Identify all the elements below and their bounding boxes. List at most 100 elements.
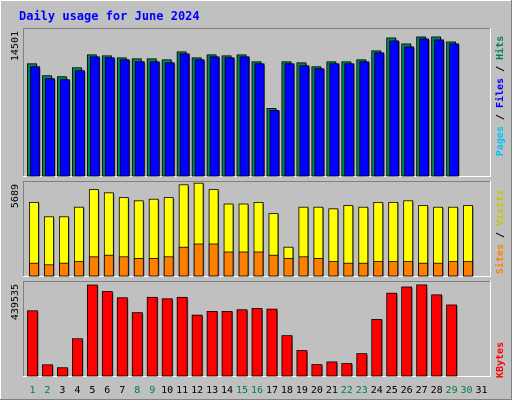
sites-bar xyxy=(358,262,369,277)
kbytes-bar xyxy=(431,294,443,377)
files-bar xyxy=(179,53,190,177)
sites-bar xyxy=(403,261,414,277)
kbytes-bar xyxy=(386,292,398,377)
sites-bar xyxy=(418,262,429,277)
files-bar xyxy=(194,59,205,177)
sites-bar xyxy=(59,262,69,277)
sites-bar xyxy=(448,261,458,277)
kbytes-bar xyxy=(326,361,338,377)
side-label-visits-sites: Sites / Visits xyxy=(494,190,506,274)
side-label-separator: / xyxy=(495,226,506,244)
kbytes-bar xyxy=(101,291,113,377)
sites-bar xyxy=(298,256,309,277)
sites-bar xyxy=(208,243,219,277)
x-tick-label: 11 xyxy=(176,385,188,396)
kbytes-bar xyxy=(131,312,143,377)
x-tick-label: 30 xyxy=(461,385,473,396)
kbytes-bar xyxy=(116,297,128,377)
files-bar xyxy=(164,62,175,177)
kbytes-bar xyxy=(356,353,368,377)
kbytes-bar xyxy=(221,311,233,377)
x-tick-label: 29 xyxy=(446,385,458,396)
side-label-separator: / xyxy=(495,60,506,78)
x-tick-label: 14 xyxy=(221,385,233,396)
x-tick-label: 4 xyxy=(74,385,80,396)
x-tick-label: 1 xyxy=(29,385,35,396)
kbytes-bar xyxy=(251,308,263,377)
side-label-kbytes: KBytes xyxy=(495,342,506,378)
x-tick-label: 25 xyxy=(386,385,398,396)
side-label-hits-files-pages: Pages / Files / Hits xyxy=(494,36,506,156)
x-tick-label: 12 xyxy=(191,385,203,396)
files-bar xyxy=(149,61,160,177)
kbytes-bar xyxy=(71,338,83,377)
x-axis-labels: 1 2 3 4 5 6 7 8 9 10 11 12 13 14 15 16 17 18 19 20 21 22 23 24 2… xyxy=(29,385,487,396)
visits-sites-panel: 5689 xyxy=(10,181,491,277)
files-bar xyxy=(89,56,100,177)
sites-bar xyxy=(103,254,114,277)
x-tick-label: 8 xyxy=(134,385,140,396)
side-label-pages: Pages xyxy=(495,126,506,156)
sites-bar xyxy=(178,246,189,277)
files-bar xyxy=(404,46,415,177)
kbytes-bar xyxy=(311,364,323,377)
x-tick-label: 17 xyxy=(266,385,278,396)
chart-title: Daily usage for June 2024 xyxy=(19,9,200,23)
files-bar xyxy=(104,57,115,177)
kbytes-bar xyxy=(161,298,173,377)
side-label-files: Files xyxy=(494,78,506,108)
side-label-sites: Sites xyxy=(494,244,506,274)
files-bar xyxy=(329,63,340,177)
sites-bar xyxy=(193,243,204,277)
x-tick-label: 31 xyxy=(475,385,487,396)
kbytes-bar xyxy=(341,363,353,377)
x-tick-label: 26 xyxy=(401,385,413,396)
x-tick-label: 15 xyxy=(236,385,248,396)
kbytes-bar xyxy=(42,364,53,377)
files-bar xyxy=(74,70,85,177)
files-bar xyxy=(239,56,250,177)
kbytes-bar xyxy=(27,310,38,377)
x-tick-label: 23 xyxy=(356,385,368,396)
kbytes-bar xyxy=(146,296,158,377)
x-tick-label: 3 xyxy=(59,385,65,396)
sites-bar xyxy=(133,258,144,277)
sites-bar xyxy=(118,256,129,277)
kbytes-bar xyxy=(371,319,383,377)
x-tick-label: 24 xyxy=(371,385,383,396)
x-tick-label: 16 xyxy=(251,385,263,396)
kbytes-bar xyxy=(206,311,218,377)
files-bar xyxy=(419,38,430,177)
side-label-visits: Visits xyxy=(494,190,506,226)
kbytes-bar xyxy=(401,286,413,377)
kbytes-bar xyxy=(236,309,248,377)
sites-bar xyxy=(163,256,174,277)
kbytes-bar xyxy=(266,308,278,377)
files-bar xyxy=(344,63,355,177)
files-bar xyxy=(284,63,295,177)
sites-bar xyxy=(73,261,84,277)
files-bar xyxy=(374,52,385,177)
sites-bar xyxy=(343,262,354,277)
kbytes-panel: 439535 xyxy=(10,281,491,377)
kbytes-bar xyxy=(416,284,428,377)
files-bar xyxy=(314,68,325,177)
side-label-separator: / xyxy=(495,108,506,126)
files-bar xyxy=(389,40,400,177)
y-max-label: 14501 xyxy=(10,31,21,61)
kbytes-bar xyxy=(57,367,68,377)
sites-bar xyxy=(29,262,39,277)
kbytes-bar xyxy=(281,335,293,377)
kbytes-bar xyxy=(86,284,98,377)
files-bar xyxy=(299,65,310,177)
hits-files-pages-panel: 14501 xyxy=(10,28,491,177)
x-tick-label: 2 xyxy=(44,385,50,396)
sites-bar xyxy=(148,258,159,277)
files-bar xyxy=(254,63,265,177)
sites-bar xyxy=(44,264,54,277)
y-max-label: 5689 xyxy=(10,184,21,208)
x-tick-label: 5 xyxy=(89,385,95,396)
files-bar xyxy=(224,57,235,177)
x-tick-label: 19 xyxy=(296,385,308,396)
